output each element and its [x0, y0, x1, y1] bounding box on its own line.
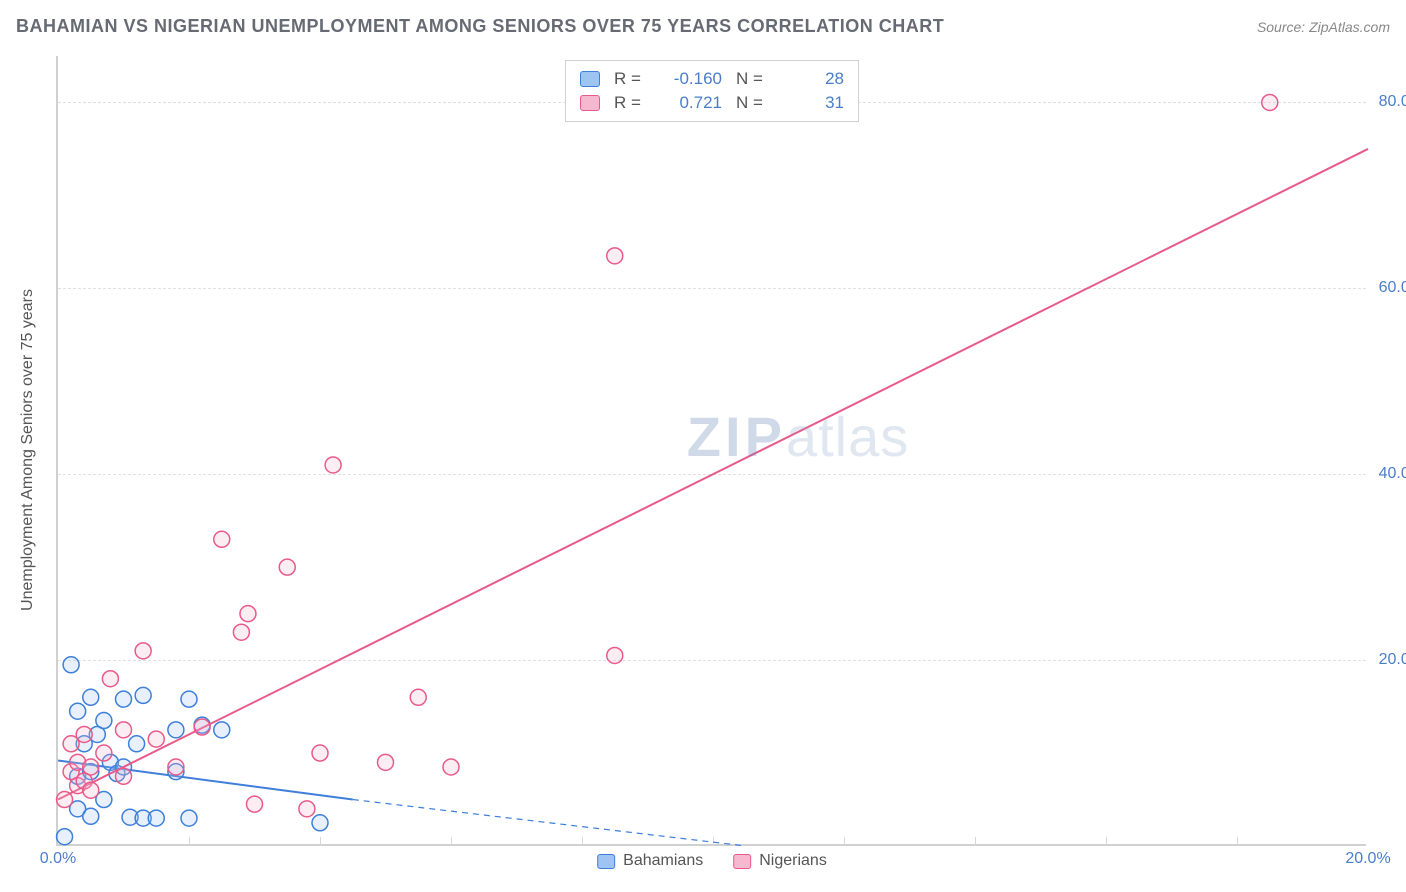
y-tick-label: 80.0% [1379, 93, 1406, 111]
y-axis-title: Unemployment Among Seniors over 75 years [19, 289, 37, 611]
legend-item: Nigerians [733, 852, 827, 870]
chart-title: BAHAMIAN VS NIGERIAN UNEMPLOYMENT AMONG … [16, 16, 944, 37]
legend-stats: R =-0.160N =28R =0.721N =31 [565, 60, 859, 122]
legend-series: Bahamians Nigerians [597, 852, 827, 870]
y-tick-label: 20.0% [1379, 651, 1406, 669]
y-tick-label: 40.0% [1379, 465, 1406, 483]
x-tick-label: 0.0% [40, 850, 76, 868]
source-label: Source: ZipAtlas.com [1257, 19, 1390, 35]
legend-item: Bahamians [597, 852, 703, 870]
plot-area: Unemployment Among Seniors over 75 years… [56, 56, 1366, 846]
x-tick-label: 20.0% [1345, 850, 1390, 868]
chart-svg [58, 56, 1366, 844]
y-tick-label: 60.0% [1379, 279, 1406, 297]
